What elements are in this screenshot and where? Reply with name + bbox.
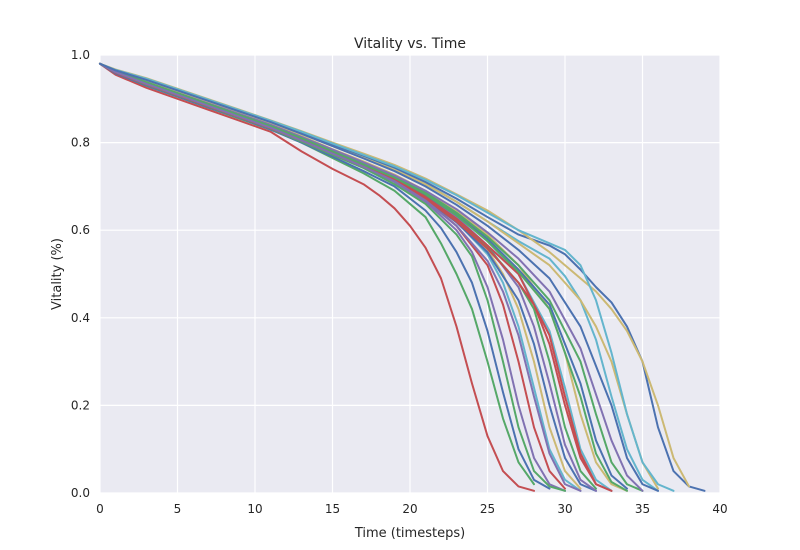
x-tick-label: 20 <box>402 502 417 516</box>
series-line-25 <box>99 62 659 492</box>
x-tick-label: 25 <box>480 502 495 516</box>
x-axis-label: Time (timesteps) <box>354 526 465 541</box>
series-line-21 <box>99 62 675 492</box>
series-line-0 <box>99 62 535 492</box>
x-tick-label: 40 <box>712 502 727 516</box>
y-tick-label: 0.6 <box>71 223 90 237</box>
y-tick-label: 0.8 <box>71 136 90 150</box>
series-line-23 <box>99 62 628 492</box>
y-tick-label: 0.4 <box>71 311 90 325</box>
y-tick-label: 0.0 <box>71 486 90 500</box>
grid <box>99 54 721 494</box>
y-tick-label: 0.2 <box>71 398 90 412</box>
x-tick-label: 5 <box>174 502 182 516</box>
x-tick-label: 0 <box>96 502 104 516</box>
series-layer <box>99 62 706 492</box>
y-axis-label: Vitality (%) <box>50 238 65 310</box>
x-tick-label: 10 <box>247 502 262 516</box>
y-tick-label: 1.0 <box>71 48 90 62</box>
x-tick-label: 15 <box>325 502 340 516</box>
x-tick-label: 30 <box>557 502 572 516</box>
chart-title: Vitality vs. Time <box>354 36 466 52</box>
x-tick-label: 35 <box>635 502 650 516</box>
tick-labels: 0 5 10 15 20 25 30 35 40 0.0 0.2 0.4 0.6 0.8 1.0 <box>71 48 728 516</box>
series-line-24 <box>99 62 582 492</box>
